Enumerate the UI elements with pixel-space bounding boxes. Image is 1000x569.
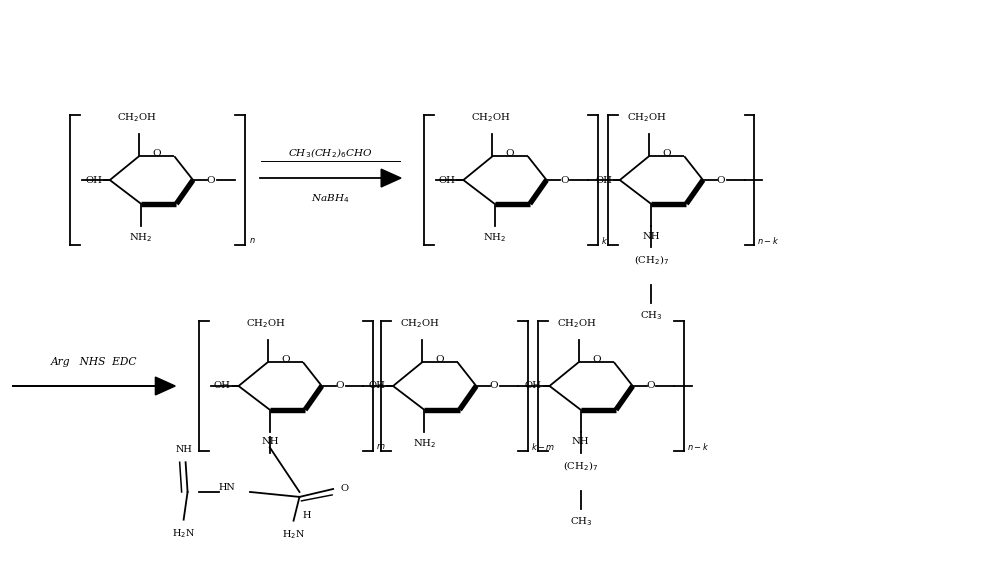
- Text: OH: OH: [368, 381, 385, 390]
- Text: O: O: [717, 175, 725, 184]
- Text: OH: OH: [525, 381, 542, 390]
- Text: NH: NH: [572, 438, 589, 447]
- Text: CH$_2$OH: CH$_2$OH: [557, 317, 596, 329]
- Text: OH: OH: [439, 175, 455, 184]
- Polygon shape: [381, 169, 401, 187]
- Text: CH$_3$(CH$_2$)$_6$CHO: CH$_3$(CH$_2$)$_6$CHO: [288, 147, 373, 160]
- Text: $_n$: $_n$: [249, 233, 256, 246]
- Text: O: O: [152, 149, 161, 158]
- Text: NaBH$_4$: NaBH$_4$: [311, 192, 350, 205]
- Text: NH: NH: [175, 446, 192, 454]
- Text: CH$_2$OH: CH$_2$OH: [400, 317, 440, 329]
- Text: O: O: [436, 354, 444, 364]
- Text: (CH$_2$)$_7$: (CH$_2$)$_7$: [634, 253, 669, 267]
- Text: HN: HN: [218, 484, 235, 493]
- Text: O: O: [592, 354, 601, 364]
- Text: H: H: [302, 511, 311, 519]
- Text: H$_2$N: H$_2$N: [172, 527, 195, 541]
- Text: $_m$: $_m$: [376, 439, 386, 452]
- Text: OH: OH: [214, 381, 231, 390]
- Text: $_k$: $_k$: [601, 233, 608, 246]
- Text: O: O: [490, 381, 498, 390]
- Text: H$_2$N: H$_2$N: [282, 529, 305, 541]
- Text: $_{n-k}$: $_{n-k}$: [687, 439, 710, 452]
- Text: NH$_2$: NH$_2$: [483, 232, 506, 244]
- Text: O: O: [335, 381, 344, 390]
- Text: NH$_2$: NH$_2$: [129, 232, 153, 244]
- Text: OH: OH: [595, 175, 612, 184]
- Text: Arg   NHS  EDC: Arg NHS EDC: [51, 357, 137, 367]
- Text: CH$_2$OH: CH$_2$OH: [117, 111, 157, 123]
- Text: CH$_2$OH: CH$_2$OH: [246, 317, 286, 329]
- Text: O: O: [646, 381, 655, 390]
- Text: OH: OH: [85, 175, 102, 184]
- Text: CH$_3$: CH$_3$: [570, 515, 592, 527]
- Text: O: O: [281, 354, 290, 364]
- Text: (CH$_2$)$_7$: (CH$_2$)$_7$: [563, 459, 598, 473]
- Text: $_{n-k}$: $_{n-k}$: [757, 233, 780, 246]
- Text: O: O: [207, 175, 215, 184]
- Text: NH: NH: [261, 438, 279, 447]
- Text: NH$_2$: NH$_2$: [413, 438, 436, 450]
- Text: O: O: [340, 484, 348, 493]
- Text: O: O: [662, 149, 671, 158]
- Text: $_{k-m}$: $_{k-m}$: [531, 439, 555, 452]
- Text: CH$_2$OH: CH$_2$OH: [471, 111, 510, 123]
- Text: O: O: [506, 149, 514, 158]
- Text: CH$_3$: CH$_3$: [640, 309, 662, 321]
- Text: NH: NH: [642, 232, 660, 241]
- Text: O: O: [560, 175, 569, 184]
- Text: CH$_2$OH: CH$_2$OH: [627, 111, 667, 123]
- Polygon shape: [155, 377, 175, 395]
